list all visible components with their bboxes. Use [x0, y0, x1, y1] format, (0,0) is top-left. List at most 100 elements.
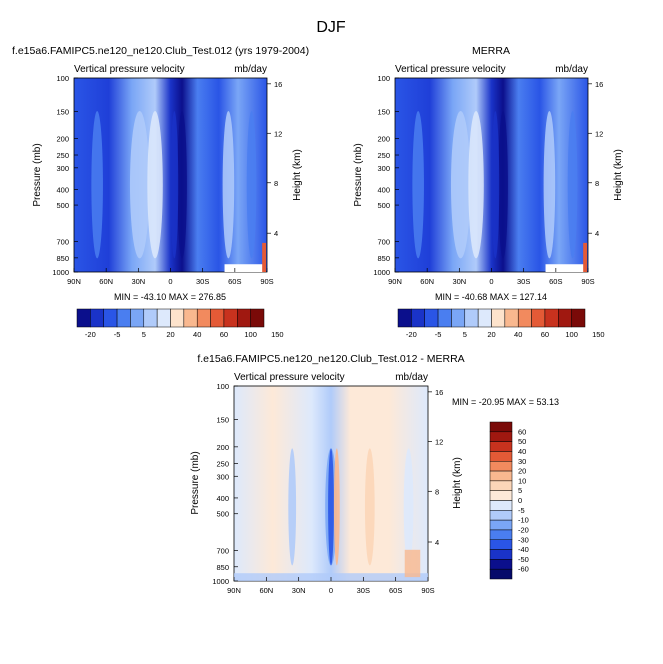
field-cell — [403, 448, 414, 566]
colorbar-label: 60 — [518, 427, 526, 436]
x-tick-label: 60S — [228, 277, 241, 286]
panel-subtitle-left: Vertical pressure velocity — [395, 64, 506, 75]
x-tick-label: 30S — [196, 277, 209, 286]
y2-tick-label: 12 — [274, 129, 282, 138]
colorbar-swatch — [489, 529, 513, 540]
colorbar-label: 40 — [193, 330, 201, 339]
colorbar-swatch — [250, 308, 265, 328]
y-tick-label: 850 — [377, 254, 390, 263]
y2-axis-label: Height (km) — [292, 149, 303, 201]
colorbar-swatch — [489, 480, 513, 491]
colorbar-label: 20 — [518, 467, 526, 476]
y-tick-label: 850 — [56, 254, 69, 263]
field-cell — [491, 110, 500, 259]
y2-tick-label: 8 — [595, 179, 599, 188]
colorbar-label: 10 — [518, 476, 526, 485]
x-tick-label: 60S — [549, 277, 562, 286]
x-tick-label: 90N — [227, 586, 241, 595]
colorbar-label: -20 — [85, 330, 96, 339]
y-tick-label: 200 — [377, 135, 390, 144]
y-tick-label: 150 — [56, 107, 69, 116]
colorbar-label: -30 — [518, 535, 529, 544]
colorbar-label: 150 — [592, 330, 605, 339]
colorbar-swatch — [489, 470, 513, 482]
field-cell — [567, 110, 578, 259]
y-tick-label: 700 — [216, 546, 229, 555]
colorbar-swatch — [489, 519, 513, 531]
y-tick-label: 300 — [216, 472, 229, 481]
y2-tick-label: 4 — [435, 538, 439, 547]
y-tick-label: 1000 — [52, 268, 69, 277]
colorbar-label: 5 — [463, 330, 467, 339]
x-tick-label: 30S — [517, 277, 530, 286]
x-tick-label: 90N — [67, 277, 81, 286]
colorbar-label: 30 — [518, 457, 526, 466]
panel-title: f.e15a6.FAMIPC5.ne120_ne120.Club_Test.01… — [197, 353, 464, 365]
y2-tick-label: 4 — [274, 229, 278, 238]
y-axis-label: Pressure (mb) — [32, 143, 43, 206]
y2-axis-label: Height (km) — [452, 457, 463, 509]
y-tick-label: 400 — [56, 185, 69, 194]
y-tick-label: 100 — [56, 74, 69, 83]
colorbar-label: -60 — [518, 565, 529, 574]
colorbar-label: -20 — [406, 330, 417, 339]
y-tick-label: 700 — [377, 238, 390, 247]
colorbar-swatch — [477, 308, 492, 328]
colorbar-swatch — [491, 308, 506, 328]
x-tick-label: 60N — [99, 277, 113, 286]
y-axis-ticks: 100 150 200 250 300 400 500 700 850 1000 — [212, 382, 238, 586]
x-tick-label: 0 — [329, 586, 333, 595]
colorbar-swatch — [489, 539, 513, 550]
x-axis-ticks: 90N 60N 30N 0 30S 60S 90S — [227, 577, 435, 595]
colorbar-swatch — [489, 461, 513, 472]
colorbar-swatch — [103, 308, 118, 328]
y-tick-label: 250 — [216, 459, 229, 468]
y2-tick-label: 8 — [435, 487, 439, 496]
field-cell — [333, 448, 340, 566]
colorbar-label: -50 — [518, 555, 529, 564]
field-cell — [222, 110, 235, 259]
page-title: DJF — [316, 19, 346, 36]
colorbar-label: -5 — [435, 330, 442, 339]
y2-axis-ticks: 16 12 8 4 — [267, 80, 282, 238]
x-tick-label: 60N — [420, 277, 434, 286]
field-cell — [328, 448, 334, 566]
colorbar-label: -40 — [518, 545, 529, 554]
field-cell — [468, 110, 484, 259]
colorbar: -20 -5 5 20 40 60 100 150 — [76, 308, 284, 339]
x-tick-label: 30N — [131, 277, 145, 286]
colorbar-label: 100 — [244, 330, 257, 339]
colorbar-swatch — [489, 500, 513, 511]
x-tick-label: 60N — [259, 586, 273, 595]
field-cell — [404, 549, 421, 578]
colorbar-swatch — [237, 308, 251, 328]
colorbar-label: 50 — [518, 437, 526, 446]
colorbar-swatch — [451, 308, 466, 328]
panel-subtitle-right: mb/day — [234, 64, 267, 75]
y-axis-ticks: 100 150 200 250 300 400 500 700 850 1000 — [373, 74, 399, 277]
heatmap-field — [394, 77, 589, 273]
colorbar-swatch — [464, 308, 479, 328]
colorbar-label: -5 — [114, 330, 121, 339]
colorbar-swatch — [196, 308, 211, 328]
colorbar-swatch — [544, 308, 559, 328]
heatmap-features — [91, 110, 267, 272]
y-tick-label: 300 — [56, 164, 69, 173]
y-tick-label: 500 — [56, 201, 69, 210]
colorbar-label: 40 — [514, 330, 522, 339]
x-tick-label: 0 — [168, 277, 172, 286]
y-tick-label: 850 — [216, 563, 229, 572]
panel-title: f.e15a6.FAMIPC5.ne120_ne120.Club_Test.01… — [12, 45, 309, 57]
x-tick-label: 90N — [388, 277, 402, 286]
colorbar-label: 100 — [565, 330, 578, 339]
field-cell — [543, 110, 556, 259]
colorbar-label: -10 — [518, 516, 529, 525]
y2-tick-label: 8 — [274, 179, 278, 188]
y-axis-label: Pressure (mb) — [190, 451, 201, 514]
y-tick-label: 250 — [56, 151, 69, 160]
y-tick-label: 150 — [216, 416, 229, 425]
y2-axis-ticks: 16 12 8 4 — [588, 80, 603, 238]
y2-tick-label: 16 — [595, 80, 603, 89]
colorbar-swatch — [489, 490, 513, 501]
